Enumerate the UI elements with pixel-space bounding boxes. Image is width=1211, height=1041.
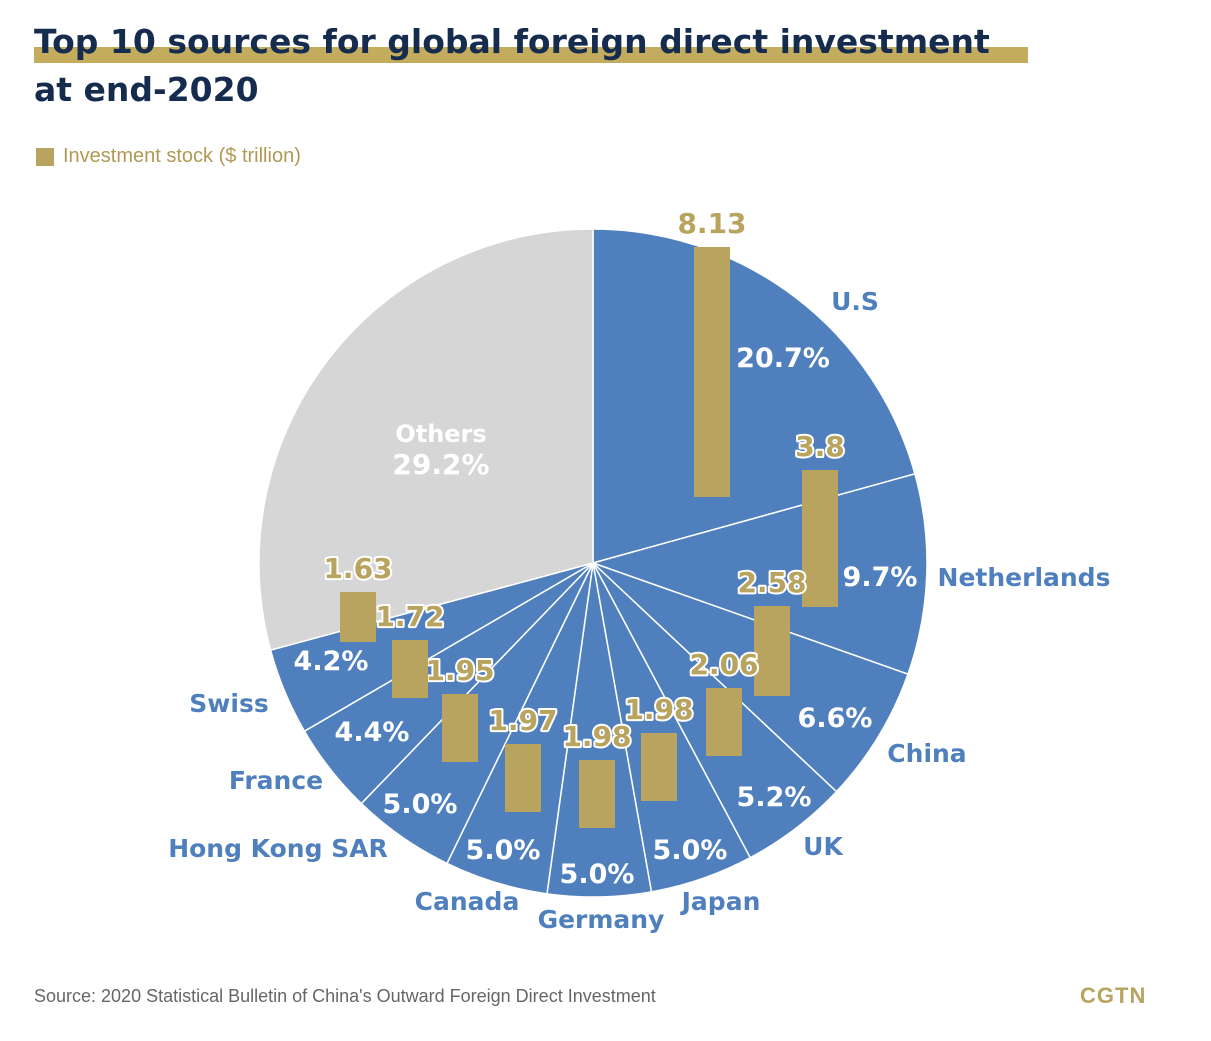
value-label-france: 1.72 [375,600,444,633]
legend: Investment stock ($ trillion) [36,145,301,168]
value-label-germany: 1.98 [562,720,631,753]
bar-china [754,606,790,696]
bar-u-s [694,247,730,497]
slice-china [592,562,909,793]
label-france: France [229,766,323,795]
value-label-netherlands: 3.8 [795,430,845,463]
value-label-canada: 1.97 [488,704,557,737]
percent-japan: 5.0% [653,835,728,866]
chart-title-line2: at end-2020 [34,70,259,109]
bar-hong-kong-sar [442,694,478,762]
value-label-japan: 1.98 [624,693,693,726]
value-label-swiss: 1.63 [323,552,392,585]
slice-netherlands [590,472,928,676]
percent-china: 6.6% [798,703,873,734]
label-hong-kong-sar: Hong Kong SAR [168,834,388,863]
percent-netherlands: 9.7% [843,562,918,593]
bar-france [392,640,428,698]
chart-title-line1: Top 10 sources for global foreign direct… [34,22,990,61]
percent-u-s: 20.7% [736,343,830,374]
bar-uk [706,688,742,756]
bar-japan [641,733,677,801]
bar-canada [505,744,541,812]
slice-others [258,228,594,652]
percent-germany: 5.0% [560,859,635,890]
percent-swiss: 4.2% [294,646,369,677]
label-u-s: U.S [831,287,879,316]
title-highlight-bar [34,47,1028,63]
legend-label: Investment stock ($ trillion) [63,145,301,167]
label-netherlands: Netherlands [938,563,1111,592]
percent-hong-kong-sar: 5.0% [383,789,458,820]
value-label-hong-kong-sar: 1.95 [425,654,494,687]
percent-others: 29.2% [392,448,489,481]
bar-netherlands [802,470,838,607]
value-label-uk: 2.06 [689,648,758,681]
value-label-china: 2.58 [737,566,806,599]
label-japan: Japan [680,887,761,916]
pie-slices [258,228,928,898]
percent-france: 4.4% [335,717,410,748]
source-note: Source: 2020 Statistical Bulletin of Chi… [34,986,656,1006]
percent-uk: 5.2% [737,782,812,813]
label-swiss: Swiss [189,689,268,718]
label-germany: Germany [538,905,665,934]
legend-swatch [36,147,54,166]
label-uk: UK [803,832,844,861]
percent-canada: 5.0% [466,835,541,866]
label-china: China [887,739,966,768]
label-others: Others [395,420,486,448]
pie-labels: 8.13 20.7%U.S 3.8 9.7% Netherlands 2.58 6.6% Ch… [168,205,1111,934]
brand-logo: CGTN [1080,983,1147,1008]
label-canada: Canada [415,887,520,916]
bar-swiss [340,592,376,642]
value-label-u-s: 8.13 [677,207,746,240]
bar-germany [579,760,615,828]
